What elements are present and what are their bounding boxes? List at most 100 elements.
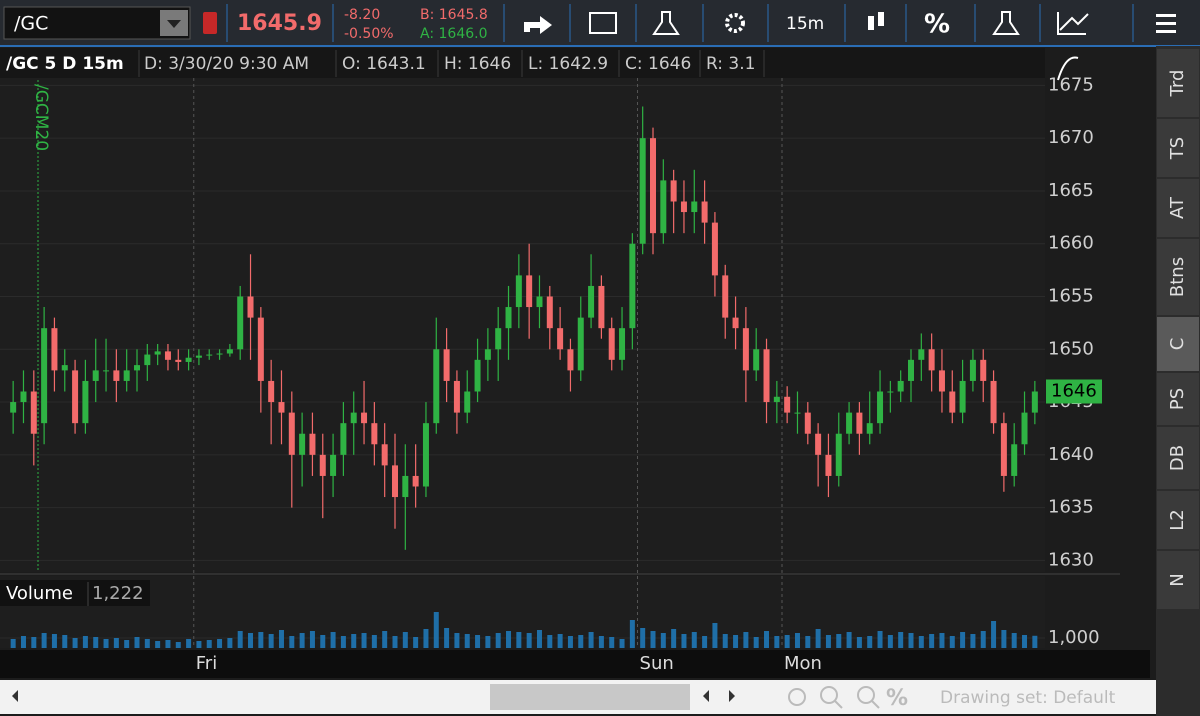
volume-bar <box>918 636 924 648</box>
volume-bar <box>733 635 739 648</box>
candle-body <box>1031 391 1038 413</box>
candle-body <box>577 317 584 371</box>
percent-button[interactable]: % <box>924 10 950 40</box>
toolbar-separators <box>503 4 1134 42</box>
price-panel <box>0 78 1045 572</box>
candle-body <box>753 349 760 371</box>
volume-bar <box>10 639 16 648</box>
volume-bar <box>743 632 749 648</box>
volume-bar <box>454 633 460 648</box>
candle-body <box>526 275 533 308</box>
sidebar-tab[interactable] <box>1157 551 1199 609</box>
candle-body <box>701 201 708 223</box>
dropdown-arrow <box>167 20 181 28</box>
volume-bar <box>578 635 584 648</box>
volume-bar <box>82 636 88 648</box>
sidebar-tab-label: L2 <box>1167 509 1188 530</box>
volume-bar <box>351 634 357 648</box>
chart-type-button[interactable] <box>868 12 884 30</box>
volume-bar <box>557 634 563 648</box>
toolbar <box>0 0 1200 46</box>
volume-bar <box>248 633 254 648</box>
drawing-set[interactable]: Drawing set: Default <box>940 688 1116 708</box>
net-change: -8.20 <box>344 7 380 23</box>
sidebar-tab-label: Btns <box>1167 257 1188 297</box>
volume-bar <box>516 632 522 648</box>
share-button[interactable] <box>524 16 552 34</box>
header-dividers <box>138 50 765 77</box>
settings-button[interactable] <box>725 13 745 33</box>
candle-body <box>51 328 58 371</box>
scroll-thumb[interactable] <box>490 684 690 710</box>
info-button[interactable] <box>589 12 617 34</box>
volume-bar <box>320 635 326 648</box>
volume-bar <box>62 635 68 648</box>
candle-body <box>691 201 698 213</box>
volume-bar <box>991 621 997 648</box>
flask-button[interactable] <box>992 11 1020 35</box>
sidebar-tab[interactable] <box>1157 239 1199 315</box>
candle-body <box>41 328 48 424</box>
menu-button[interactable] <box>1156 14 1176 33</box>
x-tick-label: Fri <box>196 653 217 674</box>
volume-bar <box>134 637 140 648</box>
open-field: O: 1643.1 <box>342 54 426 74</box>
sidebar-tab[interactable] <box>1157 427 1199 489</box>
volume-bar <box>155 641 161 648</box>
sidebar-tab[interactable] <box>1157 49 1199 117</box>
candle-body <box>350 412 357 424</box>
sidebar-tab[interactable] <box>1157 491 1199 549</box>
candle-body <box>670 180 677 202</box>
volume-bar <box>309 631 315 648</box>
x-tick-label: Sun <box>640 653 674 674</box>
y-tick-label: 1660 <box>1048 233 1094 254</box>
low-field: L: 1642.9 <box>528 54 608 74</box>
candle-body <box>495 328 502 350</box>
volume-title: Volume <box>6 583 73 604</box>
drawing-button[interactable] <box>1057 12 1089 35</box>
volume-bar <box>124 640 130 648</box>
volume-bar <box>206 640 212 648</box>
candle-body <box>1021 412 1028 445</box>
candle-body <box>505 307 512 329</box>
symbol-box[interactable] <box>3 6 191 40</box>
candle-body <box>185 357 192 362</box>
x-tick-label: Mon <box>784 653 822 674</box>
sidebar-tab[interactable] <box>1157 119 1199 177</box>
style-toggle[interactable] <box>1057 56 1079 81</box>
volume-bar <box>72 638 78 648</box>
volume-bar <box>877 631 883 648</box>
candle-body <box>113 370 120 381</box>
studies-button[interactable] <box>652 11 680 35</box>
candle-body <box>598 285 605 329</box>
scroll-left[interactable] <box>12 690 18 702</box>
sidebar-tab[interactable] <box>1157 179 1199 237</box>
zoom-tools[interactable] <box>788 686 880 709</box>
alert-icon[interactable] <box>203 12 217 34</box>
candle-body <box>773 396 780 403</box>
volume-bar <box>196 641 202 648</box>
candle-body <box>443 349 450 381</box>
candle-body <box>887 391 894 393</box>
volume-bar <box>567 636 573 648</box>
volume-bar <box>268 634 274 648</box>
volume-bar <box>495 633 501 648</box>
sidebar-tab[interactable] <box>1157 317 1199 371</box>
sidebar-tab[interactable] <box>1157 373 1199 425</box>
interval[interactable]: 15m <box>786 14 824 34</box>
volume-bar <box>413 637 419 648</box>
study-label: /GCM20 <box>31 84 51 151</box>
candle-body <box>588 285 595 318</box>
volume-bar <box>340 636 346 648</box>
volume-bar <box>433 612 439 648</box>
time-axis <box>0 650 1150 678</box>
candle-body <box>361 412 368 424</box>
sidebar-tab-label: C <box>1167 338 1188 351</box>
footer-percent[interactable]: % <box>886 686 908 711</box>
candle-body <box>784 396 791 413</box>
y-tick-label: 1650 <box>1048 338 1094 359</box>
candle-body <box>175 359 182 362</box>
candle-body <box>330 454 337 476</box>
